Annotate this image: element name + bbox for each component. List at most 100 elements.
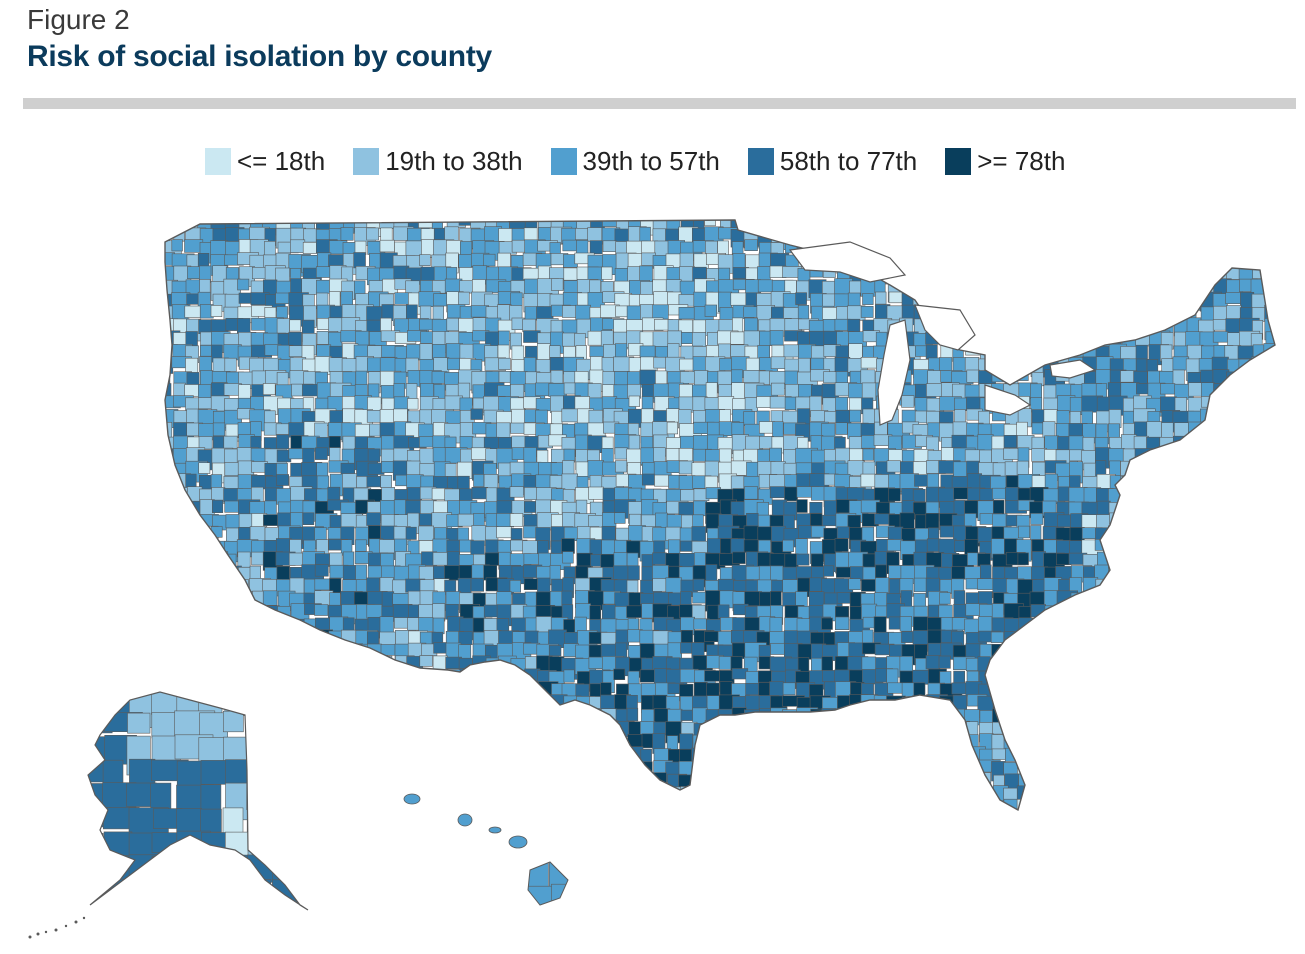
county-cell <box>184 305 202 318</box>
county-cell <box>1070 775 1084 798</box>
county-cell <box>979 226 992 244</box>
county-cell <box>1004 240 1026 260</box>
county-cell <box>472 721 490 735</box>
county-cell <box>1134 475 1154 488</box>
county-cell <box>444 463 457 477</box>
county-cell <box>913 759 935 780</box>
county-cell <box>1213 723 1225 735</box>
county-cell <box>1188 747 1203 761</box>
county-cell <box>262 383 276 395</box>
county-cell <box>103 831 133 868</box>
county-cell <box>329 707 344 721</box>
contiguous-us-counties <box>165 220 1290 834</box>
county-cell <box>1110 694 1133 713</box>
county-cell <box>1175 708 1198 731</box>
county-cell <box>1174 514 1191 531</box>
county-cell <box>302 682 320 698</box>
county-cell <box>862 788 877 808</box>
county-cell <box>1121 814 1137 834</box>
county-cell <box>88 878 101 910</box>
county-cell <box>1199 475 1213 490</box>
county-cell <box>197 579 216 600</box>
county-cell <box>329 761 349 776</box>
county-cell <box>237 642 252 655</box>
county-cell <box>1056 773 1074 796</box>
county-cell <box>276 657 297 672</box>
county-cell <box>549 720 570 742</box>
county-cell <box>551 883 568 905</box>
county-cell <box>1211 525 1225 548</box>
county-cell <box>315 799 334 810</box>
county-cell <box>380 552 395 568</box>
county-cell <box>315 721 332 737</box>
county-cell <box>314 747 336 759</box>
county-cell <box>199 854 228 896</box>
county-cell <box>848 578 861 591</box>
county-cell <box>1069 642 1092 656</box>
county-cell <box>730 746 745 768</box>
county-cell <box>1224 527 1238 541</box>
county-cell <box>314 564 329 577</box>
county-cell <box>288 774 304 794</box>
county-cell <box>172 657 187 680</box>
county-cell <box>1172 656 1195 671</box>
county-cell <box>1225 460 1241 479</box>
county-cell <box>341 813 354 832</box>
county-cell <box>940 279 954 297</box>
county-cell <box>1226 227 1246 247</box>
county-cell <box>523 762 544 778</box>
county-cell <box>575 798 588 810</box>
county-cell <box>639 592 656 605</box>
county-cell <box>550 369 564 384</box>
county-cell <box>1120 553 1136 575</box>
county-cell <box>432 814 446 831</box>
county-cell <box>861 734 882 757</box>
county-cell <box>366 786 385 803</box>
county-cell <box>681 813 700 834</box>
county-cell <box>341 736 362 748</box>
county-cell <box>1201 396 1222 408</box>
county-cell <box>900 759 915 780</box>
county-cell <box>1082 304 1101 320</box>
county-cell <box>1263 605 1275 622</box>
county-cell <box>991 357 1003 372</box>
county-cell <box>264 721 282 741</box>
county-cell <box>757 814 772 833</box>
county-cell <box>211 617 230 641</box>
county-cell <box>1173 292 1190 305</box>
county-cell <box>1071 228 1090 243</box>
county-cell <box>901 734 924 755</box>
county-cell <box>212 422 226 437</box>
county-cell <box>329 682 346 702</box>
county-cell <box>1264 695 1275 714</box>
county-cell <box>405 526 417 540</box>
county-cell <box>1146 734 1166 753</box>
county-cell <box>1185 604 1204 627</box>
county-cell <box>888 291 903 304</box>
county-cell <box>1199 761 1213 784</box>
county-cell <box>316 475 330 490</box>
county-cell <box>925 759 948 782</box>
county-cell <box>1225 631 1245 649</box>
county-cell <box>1019 279 1032 295</box>
county-cell <box>1031 668 1050 689</box>
county-cell <box>1278 669 1289 680</box>
county-cell <box>523 707 536 723</box>
county-cell <box>667 786 686 805</box>
county-cell <box>524 800 536 810</box>
county-cell <box>175 854 204 894</box>
county-cell <box>1279 372 1290 391</box>
county-cell <box>1264 475 1275 495</box>
county-cell <box>847 514 861 529</box>
county-cell <box>1265 708 1275 726</box>
county-cell <box>965 760 980 773</box>
county-cell <box>1263 370 1275 393</box>
county-cell <box>316 709 329 725</box>
county-cell <box>926 242 939 259</box>
county-cell <box>1110 605 1125 622</box>
county-cell <box>275 643 288 659</box>
county-cell <box>1069 722 1086 740</box>
county-cell <box>1160 265 1178 278</box>
county-cell <box>1173 721 1187 740</box>
county-cell <box>732 551 746 564</box>
